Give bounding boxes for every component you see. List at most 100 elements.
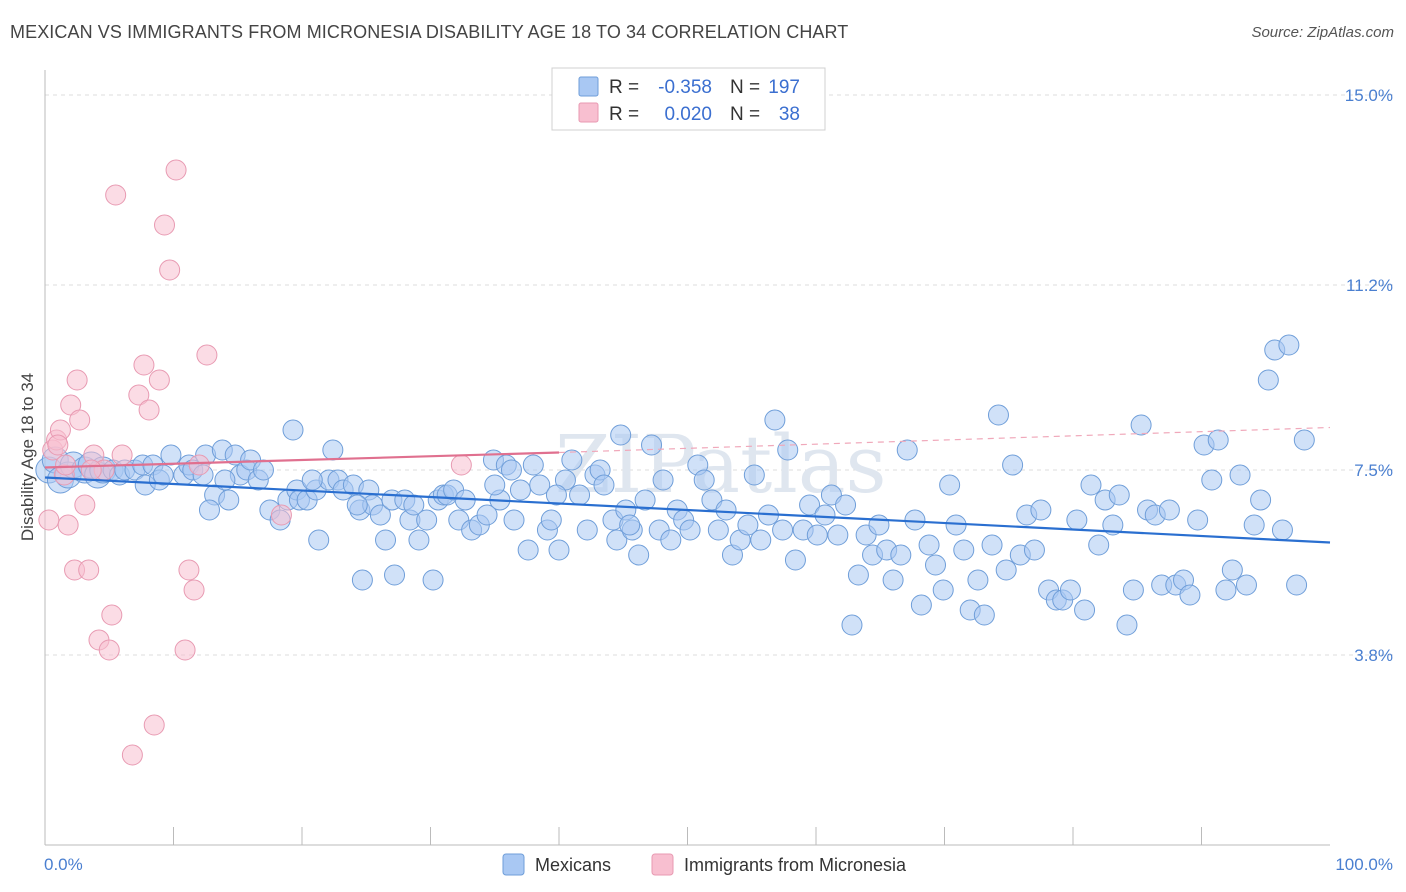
legend-r-label-1: R = bbox=[609, 77, 639, 98]
mexicans-point-137 bbox=[918, 534, 940, 556]
y-tick-labels: 3.8% 7.5% 11.2% 15.0% bbox=[1345, 86, 1393, 665]
micronesia-point-20 bbox=[133, 354, 155, 376]
source-label: Source: ZipAtlas.com bbox=[1251, 24, 1394, 41]
mexicans-point-163 bbox=[1102, 514, 1124, 536]
y-tick-label-1: 7.5% bbox=[1354, 461, 1393, 480]
mexicans-point-113 bbox=[750, 529, 772, 551]
mexicans-point-182 bbox=[1235, 574, 1257, 596]
micronesia-point-21 bbox=[138, 399, 160, 421]
mexicans-point-157 bbox=[1059, 579, 1081, 601]
mexicans-point-146 bbox=[981, 534, 1003, 556]
mexicans-point-86 bbox=[576, 519, 598, 541]
mexicans-point-25 bbox=[198, 499, 220, 521]
mexicans-point-185 bbox=[1257, 369, 1279, 391]
mexicans-point-188 bbox=[1278, 334, 1300, 356]
mexicans-point-17 bbox=[152, 464, 174, 486]
bottom-legend-swatch-micronesia bbox=[651, 853, 674, 876]
mexicans-point-45 bbox=[322, 439, 344, 461]
mexicans-point-89 bbox=[593, 474, 615, 496]
mexicans-point-148 bbox=[995, 559, 1017, 581]
mexicans-point-58 bbox=[403, 494, 425, 516]
mexicans-point-149 bbox=[1002, 454, 1024, 476]
micronesia-point-14 bbox=[98, 639, 120, 661]
y-tick-label-3: 15.0% bbox=[1345, 86, 1393, 105]
mexicans-point-118 bbox=[784, 549, 806, 571]
mexicans-point-115 bbox=[764, 409, 786, 431]
legend-n-value-2: 38 bbox=[779, 104, 800, 125]
legend-n-label-1: N = bbox=[730, 77, 760, 98]
mexicans-point-196 bbox=[619, 514, 641, 536]
micronesia-point-8 bbox=[69, 409, 91, 431]
mexicans-point-105 bbox=[693, 469, 715, 491]
mexicans-point-111 bbox=[737, 514, 759, 536]
mexicans-point-167 bbox=[1130, 414, 1152, 436]
y-tick-label-0: 3.8% bbox=[1354, 646, 1393, 665]
x-tick-labels: 0.0% 100.0% bbox=[44, 855, 1393, 874]
mexicans-point-120 bbox=[799, 494, 821, 516]
mexicans-point-160 bbox=[1080, 474, 1102, 496]
mexicans-point-70 bbox=[476, 504, 498, 526]
x-tick-label-1: 100.0% bbox=[1335, 855, 1393, 874]
chart-title: MEXICAN VS IMMIGRANTS FROM MICRONESIA DI… bbox=[10, 22, 849, 42]
legend-swatch-micronesia bbox=[578, 102, 599, 123]
mexicans-point-112 bbox=[743, 464, 765, 486]
mexicans-point-124 bbox=[827, 524, 849, 546]
bottom-legend: Mexicans Immigrants from Micronesia bbox=[502, 853, 907, 876]
mexicans-point-140 bbox=[939, 474, 961, 496]
top-legend: R = -0.358 N = 197 R = 0.020 N = 38 bbox=[551, 67, 826, 131]
mexicans-point-49 bbox=[351, 569, 373, 591]
micronesia-point-10 bbox=[78, 559, 100, 581]
micronesia-point-17 bbox=[111, 444, 133, 466]
micronesia-point-0 bbox=[38, 509, 60, 531]
legend-n-label-2: N = bbox=[730, 104, 760, 125]
mexicans-point-97 bbox=[641, 434, 663, 456]
mexicans-point-171 bbox=[1158, 499, 1180, 521]
mexicans-point-117 bbox=[777, 439, 799, 461]
mexicans-point-181 bbox=[1229, 464, 1251, 486]
micronesia-point-27 bbox=[174, 639, 196, 661]
series-mexicans bbox=[35, 334, 1315, 636]
mexicans-point-174 bbox=[1179, 584, 1201, 606]
mexicans-point-96 bbox=[634, 489, 656, 511]
mexicans-point-153 bbox=[1030, 499, 1052, 521]
mexicans-point-127 bbox=[847, 564, 869, 586]
trend-line-micronesia-dashed bbox=[558, 426, 1331, 454]
series-micronesia bbox=[38, 159, 472, 766]
mexicans-point-161 bbox=[1088, 534, 1110, 556]
micronesia-point-31 bbox=[196, 344, 218, 366]
mexicans-point-52 bbox=[369, 504, 391, 526]
mexicans-point-138 bbox=[925, 554, 947, 576]
trend-lines bbox=[44, 426, 1331, 544]
mexicans-point-147 bbox=[987, 404, 1009, 426]
mexicans-point-134 bbox=[896, 439, 918, 461]
mexicans-point-195 bbox=[545, 484, 567, 506]
mexicans-point-187 bbox=[1271, 519, 1293, 541]
mexicans-point-166 bbox=[1122, 579, 1144, 601]
mexicans-point-78 bbox=[522, 454, 544, 476]
mexicans-point-27 bbox=[218, 489, 240, 511]
mexicans-point-189 bbox=[1286, 574, 1308, 596]
mexicans-point-136 bbox=[910, 594, 932, 616]
mexicans-point-42 bbox=[308, 529, 330, 551]
micronesia-point-30 bbox=[188, 454, 210, 476]
micronesia-point-15 bbox=[105, 184, 127, 206]
micronesia-point-29 bbox=[183, 579, 205, 601]
mexicans-point-130 bbox=[868, 514, 890, 536]
micronesia-point-32 bbox=[47, 434, 69, 456]
mexicans-point-125 bbox=[835, 494, 857, 516]
bottom-legend-label-micronesia: Immigrants from Micronesia bbox=[684, 855, 907, 875]
mexicans-point-75 bbox=[503, 509, 525, 531]
mexicans-point-192 bbox=[301, 469, 323, 491]
mexicans-point-61 bbox=[422, 569, 444, 591]
mexicans-point-178 bbox=[1207, 429, 1229, 451]
mexicans-point-183 bbox=[1243, 514, 1265, 536]
y-axis-label: Disability Age 18 to 34 bbox=[18, 373, 37, 541]
mexicans-point-60 bbox=[416, 509, 438, 531]
mexicans-point-74 bbox=[500, 459, 522, 481]
mexicans-point-139 bbox=[932, 579, 954, 601]
mexicans-point-37 bbox=[282, 419, 304, 441]
mexicans-point-165 bbox=[1116, 614, 1138, 636]
mexicans-point-59 bbox=[408, 529, 430, 551]
mexicans-point-180 bbox=[1221, 559, 1243, 581]
